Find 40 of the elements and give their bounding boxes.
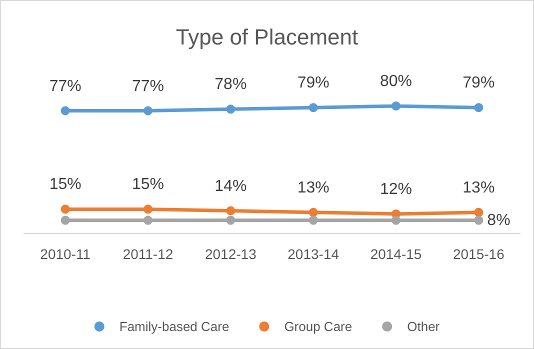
point xyxy=(60,216,70,225)
data-label: 12% xyxy=(380,180,412,198)
point xyxy=(474,216,484,225)
point xyxy=(392,102,400,110)
point xyxy=(144,204,152,214)
point xyxy=(474,103,484,112)
point xyxy=(144,216,152,225)
point xyxy=(144,106,152,116)
point xyxy=(226,104,236,114)
data-label: 77% xyxy=(49,78,82,95)
point xyxy=(308,208,318,217)
data-label: 14% xyxy=(214,178,247,195)
chart-title: Type of Placement xyxy=(176,24,358,50)
legend-label: Group Care xyxy=(284,319,352,334)
point xyxy=(60,204,70,214)
data-label: 8% xyxy=(487,212,510,229)
data-label: 77% xyxy=(132,78,164,95)
point xyxy=(226,216,236,225)
x-tick-label: 2014-15 xyxy=(370,246,422,262)
data-label: 15% xyxy=(132,176,164,194)
point xyxy=(226,206,236,216)
x-tick-label: 2012-13 xyxy=(204,246,257,262)
data-label: 79% xyxy=(297,74,330,92)
x-tick-label: 2010-11 xyxy=(40,246,91,262)
x-tick-label: 2011-12 xyxy=(122,246,174,262)
x-tick-label: 2013-14 xyxy=(288,246,340,262)
x-tick-label: 2015-16 xyxy=(452,246,505,262)
data-label: 13% xyxy=(297,179,330,196)
data-label: 15% xyxy=(49,176,82,194)
data-label: 80% xyxy=(380,73,412,90)
data-label: 79% xyxy=(462,74,495,92)
point xyxy=(308,103,318,112)
point xyxy=(60,106,70,116)
point xyxy=(474,208,484,217)
point xyxy=(308,216,318,225)
data-label: 13% xyxy=(462,179,495,196)
legend-label: Other xyxy=(407,319,440,334)
legend-label: Family-based Care xyxy=(119,319,230,334)
point xyxy=(392,216,400,225)
data-label: 78% xyxy=(214,76,247,94)
